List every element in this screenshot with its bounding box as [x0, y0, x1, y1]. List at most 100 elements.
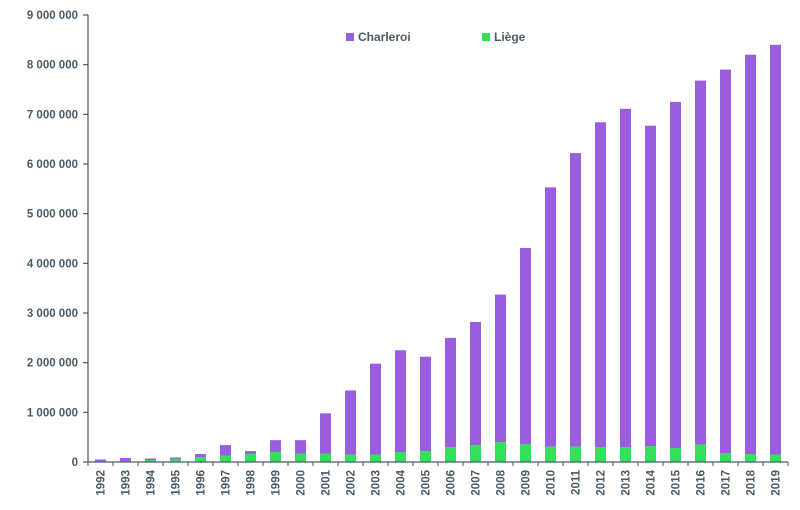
bar-liege-2007	[470, 445, 481, 462]
bar-liege-2018	[745, 454, 756, 462]
bar-charleroi-2004	[395, 350, 406, 453]
bar-liege-2008	[495, 442, 506, 462]
bar-charleroi-2008	[495, 294, 506, 443]
bar-liege-2002	[345, 454, 356, 462]
bar-charleroi-1995	[170, 457, 181, 460]
bar-liege-1997	[220, 455, 231, 462]
x-tick-label: 2014	[646, 469, 658, 495]
bar-charleroi-2015	[670, 101, 681, 449]
x-tick-label: 2018	[746, 469, 758, 495]
legend: Charleroi Liège	[346, 30, 526, 44]
x-tick-label: 1993	[121, 470, 133, 496]
bar-charleroi-1996	[195, 454, 206, 458]
bar-liege-2006	[445, 447, 456, 462]
x-tick-label: 1992	[96, 470, 108, 496]
bar-charleroi-2019	[770, 44, 781, 455]
legend-label: Charleroi	[358, 30, 411, 44]
bar-liege-2019	[770, 454, 781, 462]
y-tick-label: 0	[72, 457, 78, 469]
bar-charleroi-2006	[445, 337, 456, 448]
bar-charleroi-2007	[470, 321, 481, 446]
bar-liege-2005	[420, 451, 431, 462]
bar-liege-2012	[595, 447, 606, 462]
bar-charleroi-2012	[595, 122, 606, 448]
bar-charleroi-2003	[370, 363, 381, 455]
bar-liege-2016	[695, 444, 706, 462]
x-tick-label: 2017	[721, 470, 733, 496]
y-tick-label: 7 000 000	[27, 109, 78, 121]
x-tick-label: 2005	[421, 469, 433, 495]
bar-liege-2015	[670, 448, 681, 462]
bar-charleroi-1994	[145, 458, 156, 461]
bar-liege-1998	[245, 454, 256, 462]
bar-charleroi-2001	[320, 413, 331, 454]
x-tick-label: 1997	[221, 470, 233, 496]
legend-label: Liège	[494, 30, 526, 44]
bar-charleroi-1993	[120, 458, 131, 462]
x-tick-label: 1999	[271, 470, 283, 496]
x-tick-label: 1996	[196, 470, 208, 496]
bar-liege-2017	[720, 453, 731, 462]
bar-charleroi-1998	[245, 451, 256, 455]
bar-charleroi-2014	[645, 125, 656, 447]
bar-liege-2004	[395, 452, 406, 462]
x-tick-label: 2009	[521, 470, 533, 496]
bar-charleroi-2000	[295, 440, 306, 454]
y-tick-label: 5 000 000	[27, 209, 78, 221]
x-tick-label: 2011	[571, 469, 583, 495]
bar-charleroi-2011	[570, 153, 581, 447]
x-tick-label: 2012	[596, 470, 608, 496]
legend-swatch	[482, 33, 490, 41]
bar-liege-1999	[270, 452, 281, 462]
bar-charleroi-1999	[270, 440, 281, 453]
y-tick-label: 1 000 000	[27, 407, 78, 419]
y-tick-label: 4 000 000	[27, 258, 78, 270]
x-tick-label: 2019	[771, 470, 783, 496]
x-tick-label: 2008	[496, 469, 508, 495]
bar-liege-2000	[295, 453, 306, 462]
x-tick-label: 2006	[446, 470, 458, 496]
y-tick-label: 9 000 000	[27, 10, 78, 22]
x-tick-label: 2002	[346, 470, 358, 496]
x-tick-label: 1994	[146, 469, 158, 495]
y-tick-label: 8 000 000	[27, 60, 78, 72]
bar-charleroi-1997	[220, 445, 231, 456]
bars-layer	[95, 44, 781, 462]
axes-layer: 0 1 000 000 2 000 000 3 000 000 4 000 000 5 0…	[27, 10, 789, 496]
x-tick-label: 2010	[546, 470, 558, 496]
bar-liege-2001	[320, 453, 331, 462]
x-tick-label: 2001	[321, 469, 333, 495]
x-tick-label: 1995	[171, 469, 183, 495]
bar-charleroi-2017	[720, 69, 731, 454]
bar-liege-2011	[570, 446, 581, 462]
x-tick-label: 2013	[621, 470, 633, 496]
x-tick-label: 2015	[671, 469, 683, 495]
bar-liege-1994	[145, 460, 156, 462]
x-tick-label: 2016	[696, 470, 708, 496]
bar-liege-2014	[645, 446, 656, 462]
legend-swatch	[346, 33, 354, 41]
bar-charleroi-2005	[420, 356, 431, 452]
y-tick-label: 2 000 000	[27, 358, 78, 370]
bar-liege-2003	[370, 454, 381, 462]
x-tick-label: 2003	[371, 470, 383, 496]
x-tick-label: 1998	[246, 469, 258, 495]
bar-liege-1995	[170, 459, 181, 462]
y-tick-label: 3 000 000	[27, 308, 78, 320]
bar-charleroi-2013	[620, 108, 631, 448]
bar-charleroi-2002	[345, 390, 356, 455]
bar-liege-2009	[520, 444, 531, 462]
bar-charleroi-2018	[745, 54, 756, 455]
y-tick-label: 6 000 000	[27, 159, 78, 171]
bar-charleroi-2016	[695, 80, 706, 445]
x-tick-label: 2004	[396, 469, 408, 495]
bar-liege-2010	[545, 446, 556, 462]
bar-charleroi-2009	[520, 247, 531, 445]
bar-charleroi-1992	[95, 459, 106, 462]
x-tick-label: 2000	[296, 470, 308, 496]
bar-liege-2013	[620, 447, 631, 462]
x-tick-label: 2007	[471, 470, 483, 496]
bar-charleroi-2010	[545, 187, 556, 447]
bar-liege-1996	[195, 457, 206, 462]
